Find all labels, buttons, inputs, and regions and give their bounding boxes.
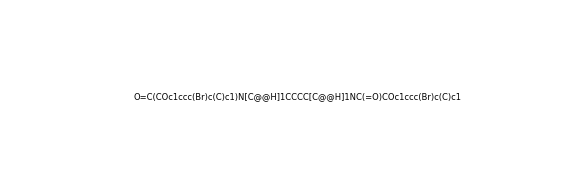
Text: O=C(COc1ccc(Br)c(C)c1)N[C@@H]1CCCC[C@@H]1NC(=O)COc1ccc(Br)c(C)c1: O=C(COc1ccc(Br)c(C)c1)N[C@@H]1CCCC[C@@H]… xyxy=(133,93,461,101)
